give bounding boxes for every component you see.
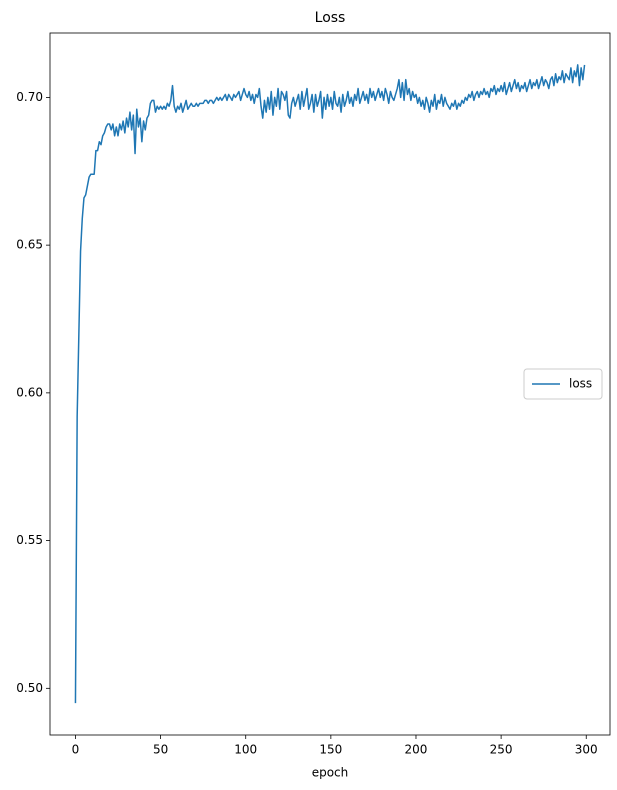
x-axis-label: epoch <box>312 766 349 780</box>
legend-box <box>523 368 603 400</box>
axes-frame <box>49 32 611 736</box>
x-tick-label: 100 <box>234 743 257 757</box>
x-tick-label: 200 <box>405 743 428 757</box>
legend-label: loss <box>569 377 592 391</box>
x-tick-label: 150 <box>319 743 342 757</box>
y-tick-label: 0.55 <box>16 533 43 547</box>
x-tick-label: 250 <box>490 743 513 757</box>
line-series <box>74 64 586 704</box>
chart-title: Loss <box>315 10 346 26</box>
x-tick-label: 300 <box>575 743 598 757</box>
y-tick-label: 0.70 <box>16 90 43 104</box>
y-tick-label: 0.65 <box>16 238 43 252</box>
y-tick-label: 0.50 <box>16 681 43 695</box>
x-tick-label: 0 <box>72 743 80 757</box>
x-tick-label: 50 <box>153 743 168 757</box>
y-tick-label: 0.60 <box>16 385 43 399</box>
